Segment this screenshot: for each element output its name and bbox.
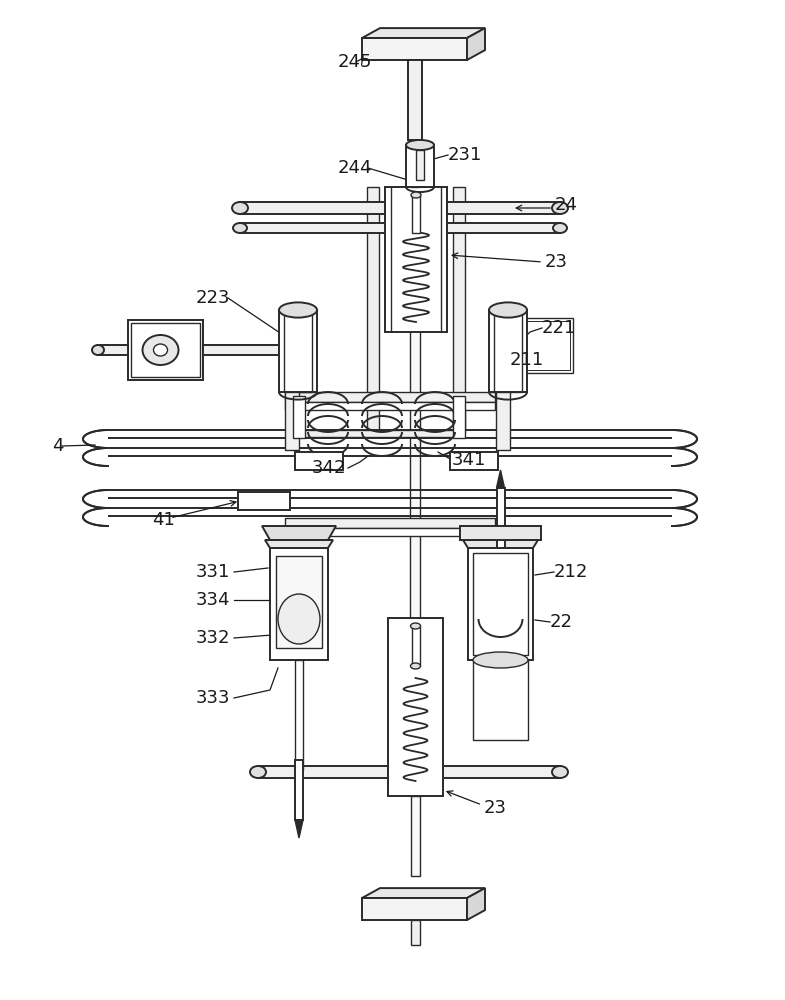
Bar	[285, 536, 299, 594]
Bar	[411, 626, 419, 666]
Text: 333: 333	[196, 689, 231, 707]
Text: 221: 221	[542, 319, 576, 337]
Ellipse shape	[553, 223, 567, 233]
Ellipse shape	[279, 302, 317, 318]
Bar	[276, 556, 322, 648]
Bar	[131, 323, 200, 377]
Polygon shape	[496, 470, 505, 488]
Text: 211: 211	[510, 351, 544, 369]
Polygon shape	[463, 540, 538, 548]
Bar	[406, 145, 434, 187]
Text: 342: 342	[312, 459, 346, 477]
Bar	[450, 452, 498, 470]
Bar	[238, 492, 290, 510]
Bar	[388, 618, 443, 796]
Bar	[284, 310, 312, 392]
Text: 41: 41	[152, 511, 175, 529]
Bar	[285, 518, 495, 528]
Bar	[362, 38, 467, 60]
Bar	[496, 536, 510, 594]
Bar	[494, 310, 522, 392]
Bar	[362, 898, 467, 920]
Bar	[460, 526, 541, 540]
Bar	[295, 760, 303, 820]
Bar	[496, 310, 510, 450]
Polygon shape	[240, 202, 385, 214]
Text: 332: 332	[196, 629, 231, 647]
Bar	[385, 187, 447, 332]
Ellipse shape	[411, 192, 421, 198]
Polygon shape	[467, 888, 485, 920]
Bar	[295, 452, 343, 470]
Ellipse shape	[489, 302, 527, 318]
Polygon shape	[447, 223, 560, 233]
Text: 23: 23	[545, 253, 568, 271]
Ellipse shape	[232, 202, 248, 214]
Bar	[473, 660, 528, 740]
Bar	[468, 548, 533, 660]
Text: 212: 212	[554, 563, 589, 581]
Text: 4: 4	[52, 437, 64, 455]
Polygon shape	[447, 202, 560, 214]
Bar	[285, 392, 495, 402]
Polygon shape	[258, 766, 388, 778]
Bar	[293, 396, 305, 438]
Text: 334: 334	[196, 591, 231, 609]
Ellipse shape	[143, 335, 178, 365]
Bar	[285, 528, 495, 536]
Bar	[285, 310, 299, 450]
Ellipse shape	[552, 766, 568, 778]
Ellipse shape	[92, 345, 104, 355]
Text: 23: 23	[484, 799, 507, 817]
Bar	[408, 60, 422, 140]
Polygon shape	[362, 888, 485, 898]
Text: 244: 244	[338, 159, 373, 177]
Bar	[453, 396, 465, 438]
Polygon shape	[265, 540, 333, 548]
Text: 331: 331	[196, 563, 230, 581]
Text: 223: 223	[196, 289, 231, 307]
Polygon shape	[467, 28, 485, 60]
Bar	[298, 430, 456, 437]
Bar	[410, 240, 420, 700]
Text: 231: 231	[448, 146, 482, 164]
Bar	[489, 310, 527, 392]
Bar	[128, 320, 203, 380]
Ellipse shape	[250, 766, 266, 778]
Bar	[411, 920, 420, 945]
Bar	[279, 310, 317, 392]
Ellipse shape	[154, 344, 167, 356]
Bar	[473, 553, 528, 655]
Text: 245: 245	[338, 53, 373, 71]
Bar	[285, 402, 495, 410]
Polygon shape	[295, 820, 303, 838]
Polygon shape	[362, 28, 485, 38]
Ellipse shape	[406, 140, 434, 150]
Bar	[295, 660, 303, 770]
Polygon shape	[240, 223, 385, 233]
Polygon shape	[443, 766, 560, 778]
Ellipse shape	[552, 202, 568, 214]
Bar	[496, 488, 505, 548]
Polygon shape	[98, 345, 128, 355]
Bar	[416, 150, 424, 180]
Bar	[411, 796, 420, 876]
Ellipse shape	[411, 663, 421, 669]
Text: 341: 341	[452, 451, 487, 469]
Bar	[367, 187, 379, 432]
Ellipse shape	[411, 623, 421, 629]
Bar	[412, 195, 420, 233]
Polygon shape	[203, 345, 279, 355]
Bar	[521, 321, 570, 370]
Bar	[270, 548, 328, 660]
Bar	[298, 398, 456, 405]
Text: 22: 22	[550, 613, 573, 631]
Polygon shape	[262, 526, 336, 540]
Ellipse shape	[278, 594, 320, 644]
Bar	[518, 318, 573, 373]
Ellipse shape	[233, 223, 247, 233]
Bar	[453, 187, 465, 432]
Text: 24: 24	[555, 196, 578, 214]
Ellipse shape	[473, 652, 528, 668]
